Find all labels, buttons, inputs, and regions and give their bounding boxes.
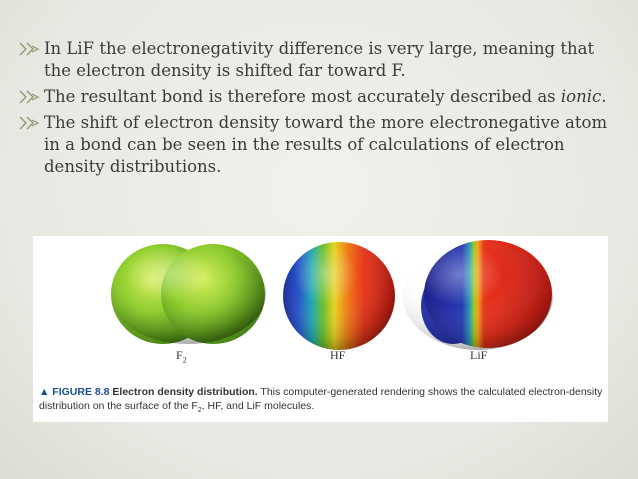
bullet-list: In LiF the electronegativity difference … [18,38,618,182]
bullet-text-end: . [601,87,607,106]
figure-description-end: , HF, and LiF molecules. [201,400,315,412]
electron-density-figure: F2 HF LiF ▲ FIGURE 8.8 Electron density … [33,236,608,422]
double-arrow-bullet-icon [18,114,40,132]
f2-molecule [110,244,266,344]
figure-description: This computer-generated rendering shows … [39,386,603,412]
figure-title: Electron density distribution. [112,386,258,398]
bullet-text: The resultant bond is therefore most acc… [44,87,561,106]
figure-description-sub: 2 [197,407,202,415]
lif-molecule [403,240,553,350]
bullet-item: In LiF the electronegativity difference … [18,38,618,82]
bullet-text: In LiF the electronegativity difference … [44,39,595,80]
double-arrow-bullet-icon [18,40,40,58]
hf-label: HF [330,348,346,362]
lif-label: LiF [470,348,488,362]
figure-caption: ▲ FIGURE 8.8 Electron density distributi… [39,385,604,418]
bullet-text: The shift of electron density toward the… [44,113,608,176]
double-arrow-bullet-icon [18,88,40,106]
molecule-renderings [110,240,553,350]
hf-molecule [283,242,395,350]
bullet-item: The shift of electron density toward the… [18,112,618,178]
bullet-text-italic: ionic [560,87,602,106]
bullet-item: The resultant bond is therefore most acc… [18,86,618,108]
figure-number: ▲ FIGURE 8.8 [39,386,110,398]
f2-label: F2 [176,348,187,365]
